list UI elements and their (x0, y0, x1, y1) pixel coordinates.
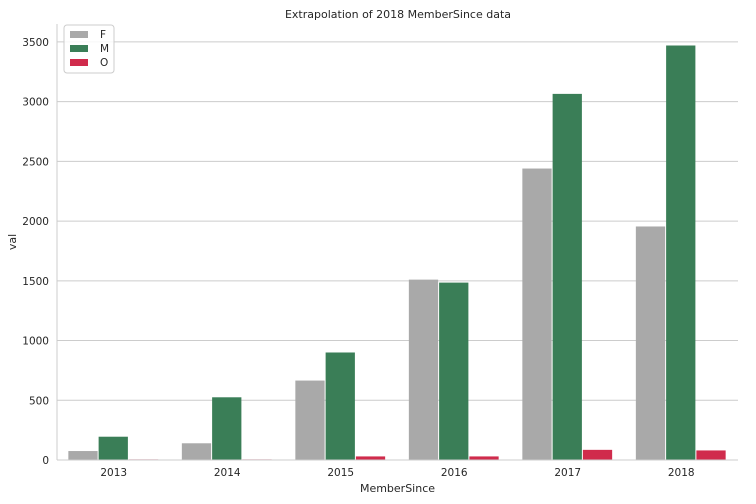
y-tick-label: 2500 (22, 156, 49, 168)
chart-title: Extrapolation of 2018 MemberSince data (285, 8, 511, 21)
bar-F-2017 (522, 168, 552, 461)
legend-label-O: O (100, 57, 108, 69)
y-axis-title: val (6, 234, 19, 250)
y-tick-label: 3000 (22, 97, 49, 109)
bar-O-2015 (355, 456, 386, 460)
bar-M-2014 (212, 397, 242, 460)
bar-F-2013 (68, 451, 98, 460)
x-tick-label: 2016 (441, 467, 468, 479)
x-tick-label: 2015 (327, 467, 354, 479)
gridlines (57, 41, 738, 401)
y-tick-labels: 0 500 1000 1500 2000 2500 3000 3500 (22, 37, 49, 467)
legend-label-M: M (100, 43, 109, 55)
y-tick-label: 0 (42, 455, 49, 467)
legend-swatch-O (70, 59, 88, 66)
bar-M-2013 (98, 436, 128, 460)
x-tick-label: 2013 (100, 467, 127, 479)
bar-M-2017 (552, 93, 582, 460)
axes (56, 24, 738, 461)
bar-M-2018 (666, 45, 696, 460)
legend-swatch-F (70, 31, 88, 38)
bar-F-2016 (408, 279, 439, 460)
legend-label-F: F (100, 29, 106, 41)
x-tick-labels: 2013 2014 2015 2016 2017 2018 (100, 467, 694, 479)
y-tick-label: 3500 (22, 37, 49, 49)
x-tick-label: 2017 (554, 467, 581, 479)
y-tick-label: 500 (29, 395, 49, 407)
y-tick-label: 1500 (22, 276, 49, 288)
bar-M-2016 (439, 282, 469, 460)
bar-F-2015 (295, 380, 325, 460)
legend: FMO (63, 24, 115, 74)
x-tick-label: 2014 (214, 467, 241, 479)
bar-F-2018 (635, 226, 666, 460)
bar-O-2018 (696, 450, 726, 460)
bar-O-2017 (582, 449, 613, 460)
bar-O-2016 (469, 456, 499, 460)
y-tick-label: 2000 (22, 216, 49, 228)
y-tick-label: 1000 (22, 336, 49, 348)
bar-F-2014 (181, 443, 212, 460)
x-axis-title: MemberSince (360, 482, 435, 495)
x-tick-label: 2018 (668, 467, 695, 479)
bars (68, 45, 726, 461)
bar-M-2015 (325, 352, 355, 460)
legend-swatch-M (70, 45, 88, 52)
